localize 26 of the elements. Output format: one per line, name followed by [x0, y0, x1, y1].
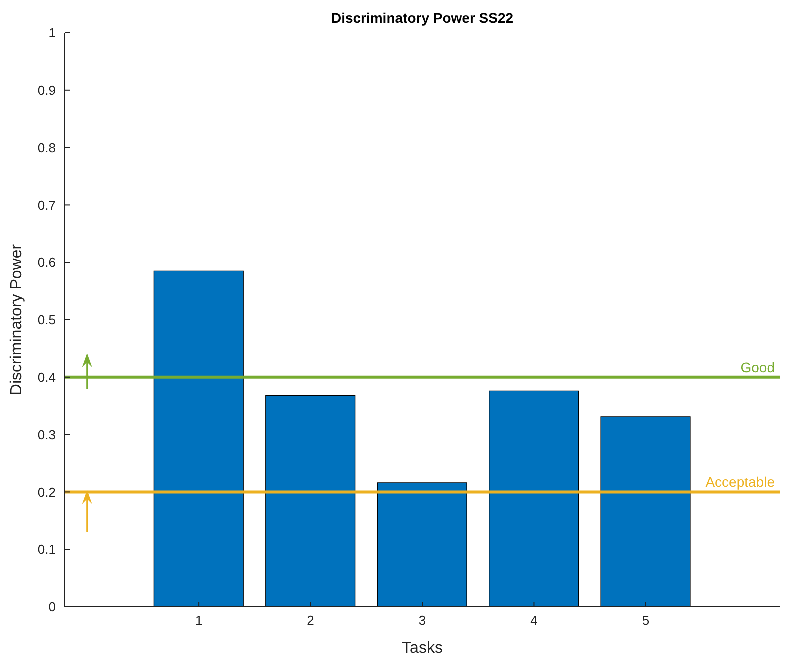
y-tick-label: 0.1 [38, 542, 56, 558]
chart-title: Discriminatory Power SS22 [330, 10, 515, 26]
x-axis-title: Tasks [402, 640, 443, 657]
x-tick-label: 3 [418, 613, 426, 628]
x-tick-label: 4 [530, 613, 538, 628]
y-tick-label: 0 [48, 600, 56, 615]
y-tick-label: 0.4 [38, 370, 56, 386]
bar [377, 482, 468, 607]
y-tick-label: 0.3 [38, 427, 56, 442]
y-tick-label: 0.6 [38, 255, 56, 270]
ref-line-label: Good [740, 359, 775, 376]
bar [154, 270, 244, 607]
y-tick-label: 0.7 [38, 198, 56, 213]
y-tick-label: 0.2 [38, 484, 56, 500]
bar [489, 390, 580, 607]
y-axis-title: Discriminatory Power [8, 244, 26, 396]
ref-line-label: Acceptable [706, 474, 776, 490]
y-tick-label: 0.9 [38, 83, 56, 98]
x-tick-label: 5 [642, 613, 650, 628]
y-tick-label: 0.8 [38, 140, 56, 156]
bar [600, 416, 691, 607]
y-tick-label: 0.5 [38, 312, 56, 328]
x-tick-label: 2 [307, 613, 314, 628]
bar [266, 395, 356, 607]
y-tick-label: 1 [48, 26, 56, 41]
x-tick-label: 1 [195, 613, 203, 628]
